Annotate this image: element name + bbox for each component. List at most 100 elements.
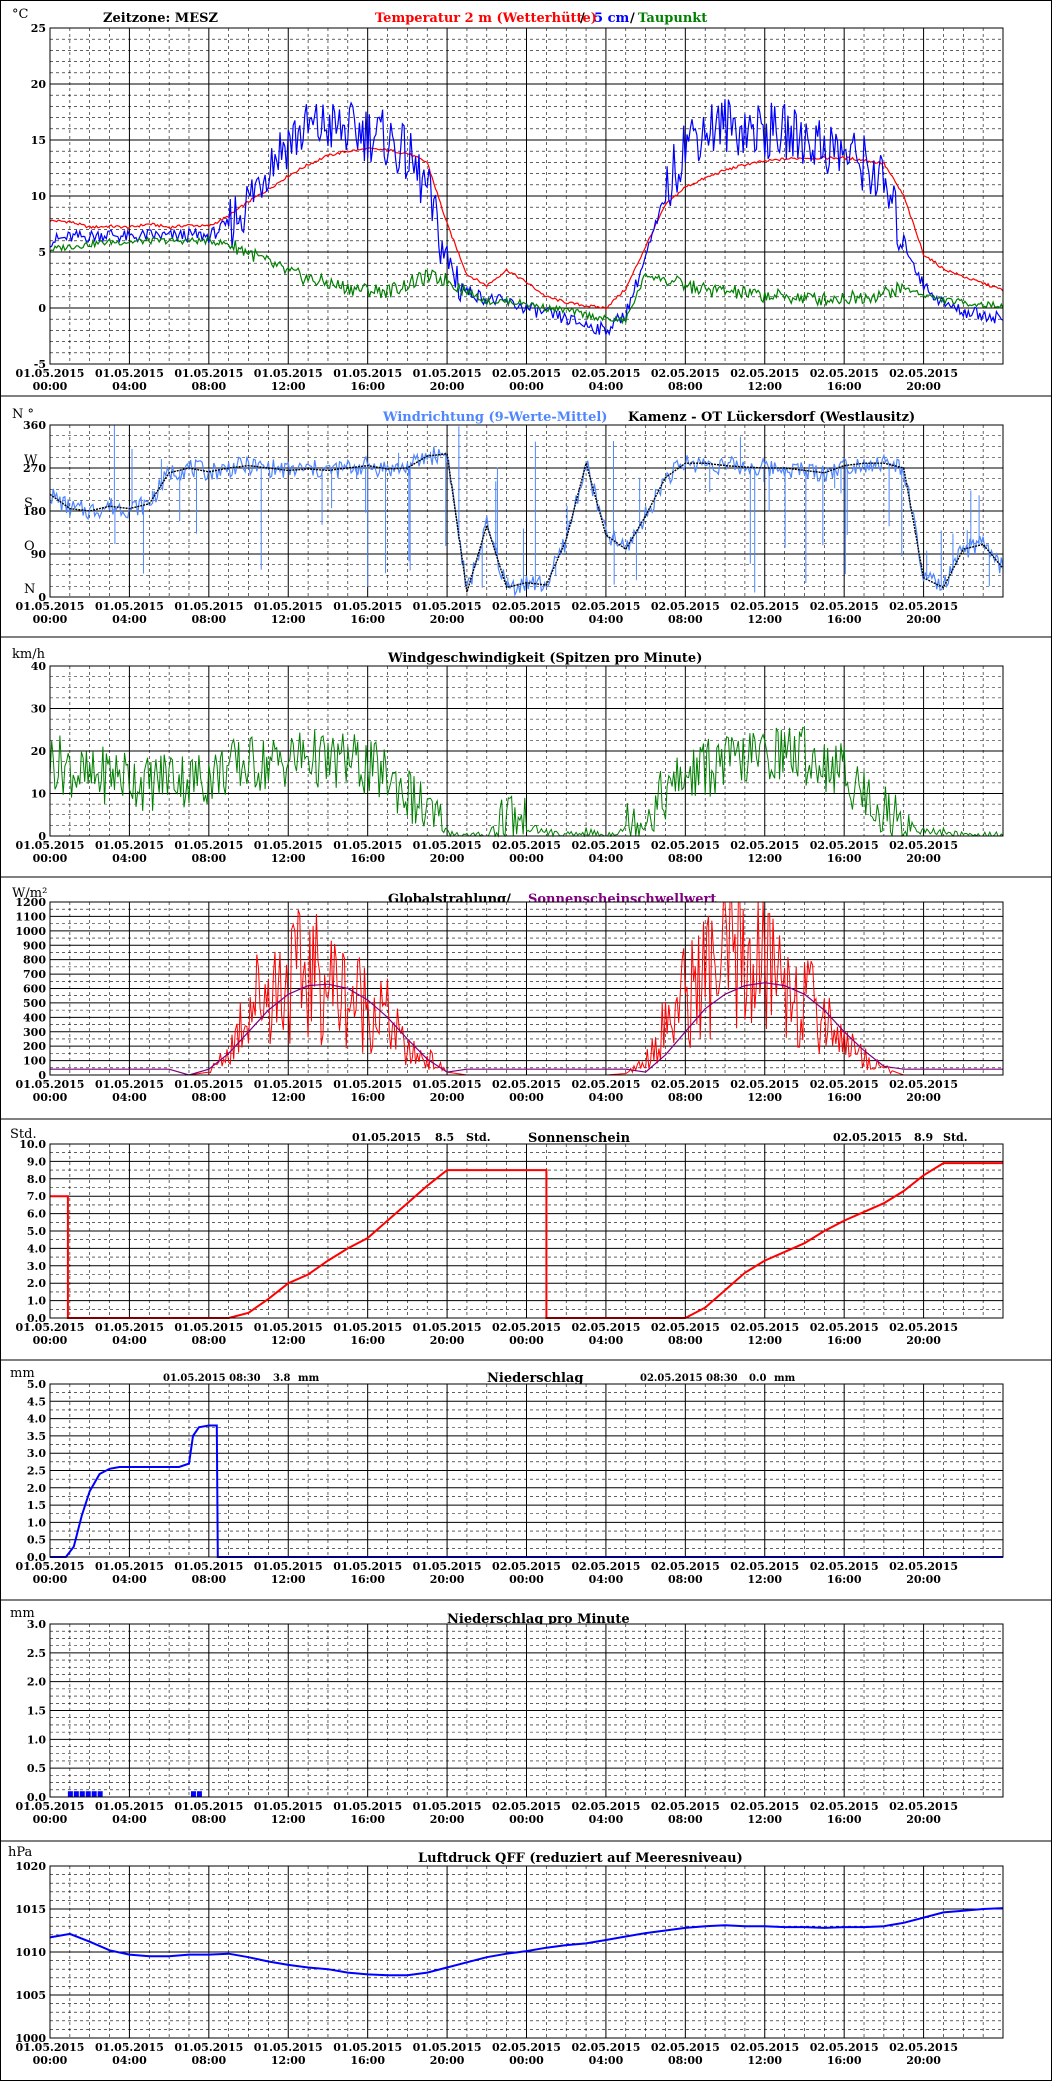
radiation-panel: W/m² Globalstrahlung/ Sonnenscheinschwel…	[12, 886, 1004, 1104]
x-tick-date: 02.05.2015	[889, 600, 958, 613]
y-tick-label: 4.0	[27, 1413, 46, 1426]
x-tick-time: 12:00	[271, 1573, 306, 1586]
y-tick-label: 20	[31, 78, 47, 91]
wind-direction-title: Windrichtung (9-Werte-Mittel)	[382, 410, 607, 425]
y-tick-label: 100	[23, 1055, 46, 1068]
precip-bar	[97, 1791, 103, 1797]
x-tick-time: 12:00	[747, 1334, 782, 1347]
x-tick-time: 20:00	[906, 613, 941, 626]
precip-bar	[85, 1791, 91, 1797]
y-tick-label: 2.0	[27, 1482, 46, 1495]
x-tick-time: 16:00	[350, 380, 385, 393]
series-line	[49, 446, 1004, 597]
x-tick-date: 01.05.2015	[413, 2041, 482, 2054]
x-tick-date: 01.05.2015	[413, 1800, 482, 1813]
x-tick-time: 08:00	[191, 380, 226, 393]
x-tick-date: 02.05.2015	[651, 839, 720, 852]
precipitation-plot: 5.04.54.03.53.02.52.01.51.00.50.001.05.2…	[16, 1378, 1004, 1586]
x-tick-date: 02.05.2015	[571, 1800, 640, 1813]
x-tick-date: 01.05.2015	[413, 1321, 482, 1334]
temperature-unit: °C	[12, 7, 29, 22]
sunshine-std-1: Std.	[466, 1131, 491, 1144]
y-tick-label: 0	[38, 1069, 46, 1082]
x-tick-time: 00:00	[509, 380, 544, 393]
x-tick-date: 02.05.2015	[571, 1321, 640, 1334]
plot-frame	[49, 1383, 1004, 1558]
x-tick-date: 02.05.2015	[571, 1560, 640, 1573]
x-tick-time: 16:00	[827, 2054, 862, 2067]
sunshine-plot: 10.09.08.07.06.05.04.03.02.01.00.001.05.…	[16, 1138, 1004, 1347]
wind-speed-plot: 40302010001.05.201500:0001.05.201504:000…	[16, 660, 1004, 865]
sunshine-panel: Std. 01.05.2015 8.5 Std. Sonnenschein 02…	[10, 1127, 1004, 1347]
x-tick-date: 01.05.2015	[95, 1800, 164, 1813]
y-tick-label: 2.0	[27, 1676, 46, 1689]
y-tick-label: 30	[31, 703, 47, 716]
x-tick-time: 16:00	[827, 852, 862, 865]
x-tick-date: 02.05.2015	[492, 367, 561, 380]
x-tick-date: 01.05.2015	[413, 600, 482, 613]
x-tick-time: 20:00	[906, 380, 941, 393]
compass-letter: S	[24, 496, 33, 511]
x-tick-date: 02.05.2015	[889, 1321, 958, 1334]
legend-temp-2m: Temperatur 2 m (Wetterhütte)	[375, 11, 597, 26]
x-tick-time: 16:00	[350, 1813, 385, 1826]
x-tick-date: 02.05.2015	[571, 1078, 640, 1091]
threshold-line	[50, 982, 1003, 1076]
x-tick-date: 01.05.2015	[16, 1800, 85, 1813]
x-tick-time: 00:00	[33, 1091, 68, 1104]
pressure-title: Luftdruck QFF (reduziert auf Meeresnivea…	[418, 1851, 743, 1866]
sunshine-unit: Std.	[10, 1127, 37, 1142]
x-tick-date: 01.05.2015	[333, 1321, 402, 1334]
y-tick-label: 10	[31, 788, 47, 801]
grid	[49, 1623, 1004, 1798]
x-tick-date: 02.05.2015	[810, 1800, 879, 1813]
y-tick-label: 1100	[15, 910, 46, 923]
x-tick-date: 02.05.2015	[651, 1321, 720, 1334]
x-tick-time: 08:00	[191, 613, 226, 626]
precip-bar	[190, 1791, 196, 1797]
precip-mm-1: mm	[298, 1373, 320, 1384]
x-tick-date: 01.05.2015	[333, 1560, 402, 1573]
y-tick-label: 20	[31, 745, 47, 758]
plot-frame	[49, 1623, 1004, 1798]
x-tick-time: 16:00	[827, 1334, 862, 1347]
precip-bar	[73, 1791, 79, 1797]
wind-direction-unit: N °	[12, 407, 34, 422]
x-tick-time: 20:00	[430, 1334, 465, 1347]
y-tick-label: 1.5	[27, 1705, 46, 1718]
y-tick-label: 5.0	[27, 1225, 46, 1238]
x-tick-time: 00:00	[509, 2054, 544, 2067]
x-tick-time: 08:00	[668, 1813, 703, 1826]
x-tick-date: 02.05.2015	[810, 1321, 879, 1334]
x-tick-date: 01.05.2015	[254, 839, 323, 852]
compass-letter: N	[24, 582, 35, 597]
x-tick-time: 08:00	[668, 2054, 703, 2067]
y-tick-label: 2.5	[27, 1465, 46, 1478]
x-tick-date: 01.05.2015	[254, 2041, 323, 2054]
x-tick-date: 02.05.2015	[492, 2041, 561, 2054]
pressure-unit: hPa	[8, 1845, 33, 1860]
y-tick-label: 500	[23, 997, 46, 1010]
x-tick-time: 12:00	[747, 1091, 782, 1104]
x-tick-date: 02.05.2015	[571, 2041, 640, 2054]
y-tick-label: 90	[31, 548, 47, 561]
y-tick-label: 3.0	[27, 1260, 46, 1273]
series-line	[49, 236, 1004, 325]
x-tick-date: 01.05.2015	[16, 2041, 85, 2054]
sunshine-value-1: 8.5	[435, 1131, 454, 1144]
series-line	[49, 726, 1004, 838]
x-tick-date: 02.05.2015	[889, 1078, 958, 1091]
y-tick-label: 800	[23, 954, 46, 967]
y-tick-label: 0.0	[27, 1312, 46, 1325]
x-tick-time: 20:00	[430, 613, 465, 626]
x-tick-date: 02.05.2015	[571, 367, 640, 380]
plot-frame	[49, 901, 1004, 1076]
precip-minute-unit: mm	[10, 1606, 35, 1621]
x-tick-date: 01.05.2015	[95, 1560, 164, 1573]
plot-frame	[49, 1143, 1004, 1319]
x-tick-time: 12:00	[271, 1334, 306, 1347]
y-tick-label: 1.0	[27, 1516, 46, 1529]
x-tick-date: 01.05.2015	[95, 367, 164, 380]
y-tick-label: 1000	[15, 2032, 46, 2045]
